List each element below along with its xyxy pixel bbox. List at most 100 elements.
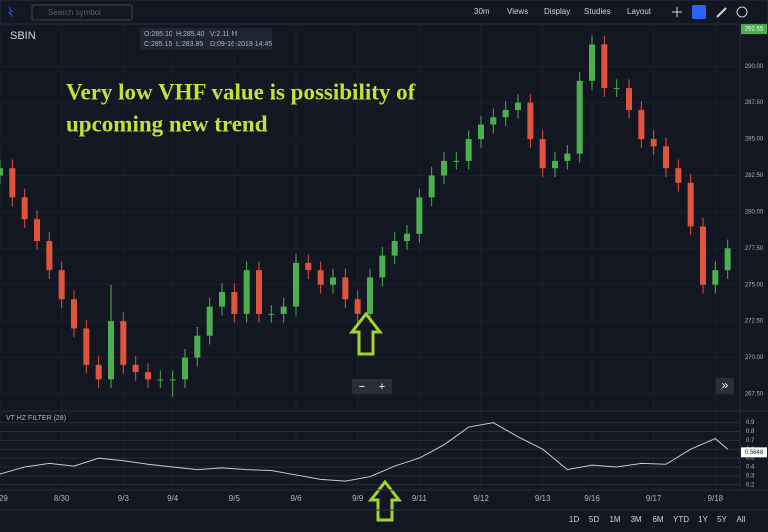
candle-body bbox=[428, 175, 435, 198]
zoom-in[interactable]: + bbox=[379, 381, 385, 393]
range-button[interactable]: 5Y bbox=[717, 515, 727, 524]
candle-body bbox=[490, 117, 497, 125]
candle-body bbox=[219, 292, 225, 307]
views-menu[interactable]: Views bbox=[507, 7, 528, 16]
last-value-label: 0.5648 bbox=[745, 450, 764, 456]
candle-body bbox=[182, 357, 188, 380]
range-button[interactable]: 1D bbox=[569, 515, 579, 524]
display-menu[interactable]: Display bbox=[544, 7, 570, 16]
x-tick-label: 9/3 bbox=[118, 494, 130, 503]
ohlc-high: H:285.40 bbox=[176, 31, 205, 38]
candle-body bbox=[169, 379, 176, 381]
x-tick-label: 9/5 bbox=[229, 494, 241, 503]
candle-body bbox=[404, 233, 410, 242]
interval-menu[interactable]: 30m bbox=[474, 7, 490, 16]
candle-body bbox=[9, 168, 16, 198]
range-button[interactable]: 5D bbox=[589, 515, 599, 524]
candle-body bbox=[478, 124, 484, 140]
candle-body bbox=[379, 255, 386, 278]
indicator-title: VT HZ FILTER (28) bbox=[6, 415, 66, 422]
y-tick-label: 0.9 bbox=[746, 420, 755, 426]
candle-body bbox=[120, 321, 127, 365]
candle-body bbox=[724, 248, 731, 271]
y-tick-label: 272.50 bbox=[745, 319, 764, 325]
range-bar: 1D 5D 1M 3M 6M YTD 1Y 5Y All bbox=[569, 515, 746, 524]
candle-body bbox=[21, 197, 28, 220]
candle-body bbox=[453, 160, 460, 162]
candle-body bbox=[46, 241, 53, 271]
candle-body bbox=[34, 219, 40, 242]
y-tick-label: 0.7 bbox=[746, 438, 755, 444]
x-tick-label: 9/17 bbox=[646, 494, 662, 503]
ohlc-close: C:285.15 bbox=[144, 41, 173, 48]
candle-body bbox=[687, 182, 694, 227]
ohlc-open: O:285.10 bbox=[144, 31, 173, 38]
scroll-right[interactable]: » bbox=[722, 378, 729, 392]
candle-body bbox=[675, 168, 682, 183]
candle-body bbox=[663, 146, 669, 169]
reset-button[interactable] bbox=[736, 6, 748, 18]
candle-body bbox=[108, 321, 114, 380]
candle-body bbox=[256, 270, 262, 314]
candle-body bbox=[712, 270, 719, 285]
candle-body bbox=[280, 306, 287, 314]
studies-menu[interactable]: Studies bbox=[584, 7, 611, 16]
range-button[interactable]: 6M bbox=[652, 515, 663, 524]
candle-body bbox=[317, 270, 324, 285]
search-box[interactable] bbox=[31, 4, 133, 21]
x-tick-label: 9/6 bbox=[290, 494, 302, 503]
range-button[interactable]: All bbox=[737, 515, 746, 524]
candle-body bbox=[83, 328, 90, 365]
candle-body bbox=[354, 299, 361, 314]
x-tick-label: 9/11 bbox=[412, 494, 428, 503]
x-tick-label: 8/29 bbox=[0, 494, 8, 503]
candle-body bbox=[564, 153, 571, 161]
range-button[interactable]: 1M bbox=[609, 515, 620, 524]
y-tick-label: 267.50 bbox=[745, 392, 764, 398]
candle-body bbox=[638, 109, 645, 140]
ohlc-volume: V:2.11 M bbox=[210, 31, 237, 38]
add-button[interactable] bbox=[672, 7, 682, 17]
range-button[interactable]: 3M bbox=[630, 515, 641, 524]
y-tick-label: 285.00 bbox=[745, 137, 764, 143]
candle-body bbox=[391, 241, 398, 256]
y-tick-label: 277.50 bbox=[745, 246, 764, 252]
logo[interactable] bbox=[8, 6, 14, 18]
candle-body bbox=[145, 372, 151, 380]
last-price-label: 292.55 bbox=[745, 27, 764, 33]
y-tick-label: 0.4 bbox=[746, 465, 755, 471]
scroll-button-bg bbox=[716, 378, 734, 394]
arrow bbox=[367, 479, 403, 522]
zoom-out[interactable]: − bbox=[359, 381, 365, 393]
range-button[interactable]: 1Y bbox=[698, 515, 708, 524]
x-tick-label: 9/16 bbox=[584, 494, 600, 503]
candle-body bbox=[601, 44, 608, 89]
candle-body bbox=[441, 160, 447, 176]
ohlc-date: D:09-16-2019 14:45 bbox=[210, 41, 272, 48]
candle-body bbox=[0, 168, 3, 176]
ohlc-low: L:283.85 bbox=[176, 41, 203, 48]
layout-menu[interactable]: Layout bbox=[627, 7, 652, 16]
screenshot-button[interactable] bbox=[692, 5, 706, 19]
range-button[interactable]: YTD bbox=[673, 515, 689, 524]
y-tick-label: 0.2 bbox=[746, 482, 755, 488]
candle-body bbox=[58, 270, 65, 300]
candle-body bbox=[576, 80, 583, 154]
candle-body bbox=[330, 277, 336, 285]
annotation: upcoming new trend bbox=[66, 111, 268, 136]
y-tick-label: 270.00 bbox=[745, 355, 764, 361]
candle-body bbox=[539, 139, 546, 169]
candle-body bbox=[206, 306, 213, 336]
candle-body bbox=[589, 44, 595, 81]
y-tick-label: 282.50 bbox=[745, 173, 764, 179]
annotation: Very low VHF value is possibility of bbox=[66, 79, 416, 104]
candle-body bbox=[465, 139, 472, 161]
candle-body bbox=[502, 109, 509, 118]
search-placeholder[interactable]: Search symbol bbox=[48, 8, 101, 17]
y-tick-label: 0.8 bbox=[746, 429, 755, 435]
candle-body bbox=[552, 160, 558, 169]
draw-button[interactable] bbox=[716, 7, 727, 18]
candle-body bbox=[95, 364, 102, 380]
candle-body bbox=[515, 102, 521, 110]
